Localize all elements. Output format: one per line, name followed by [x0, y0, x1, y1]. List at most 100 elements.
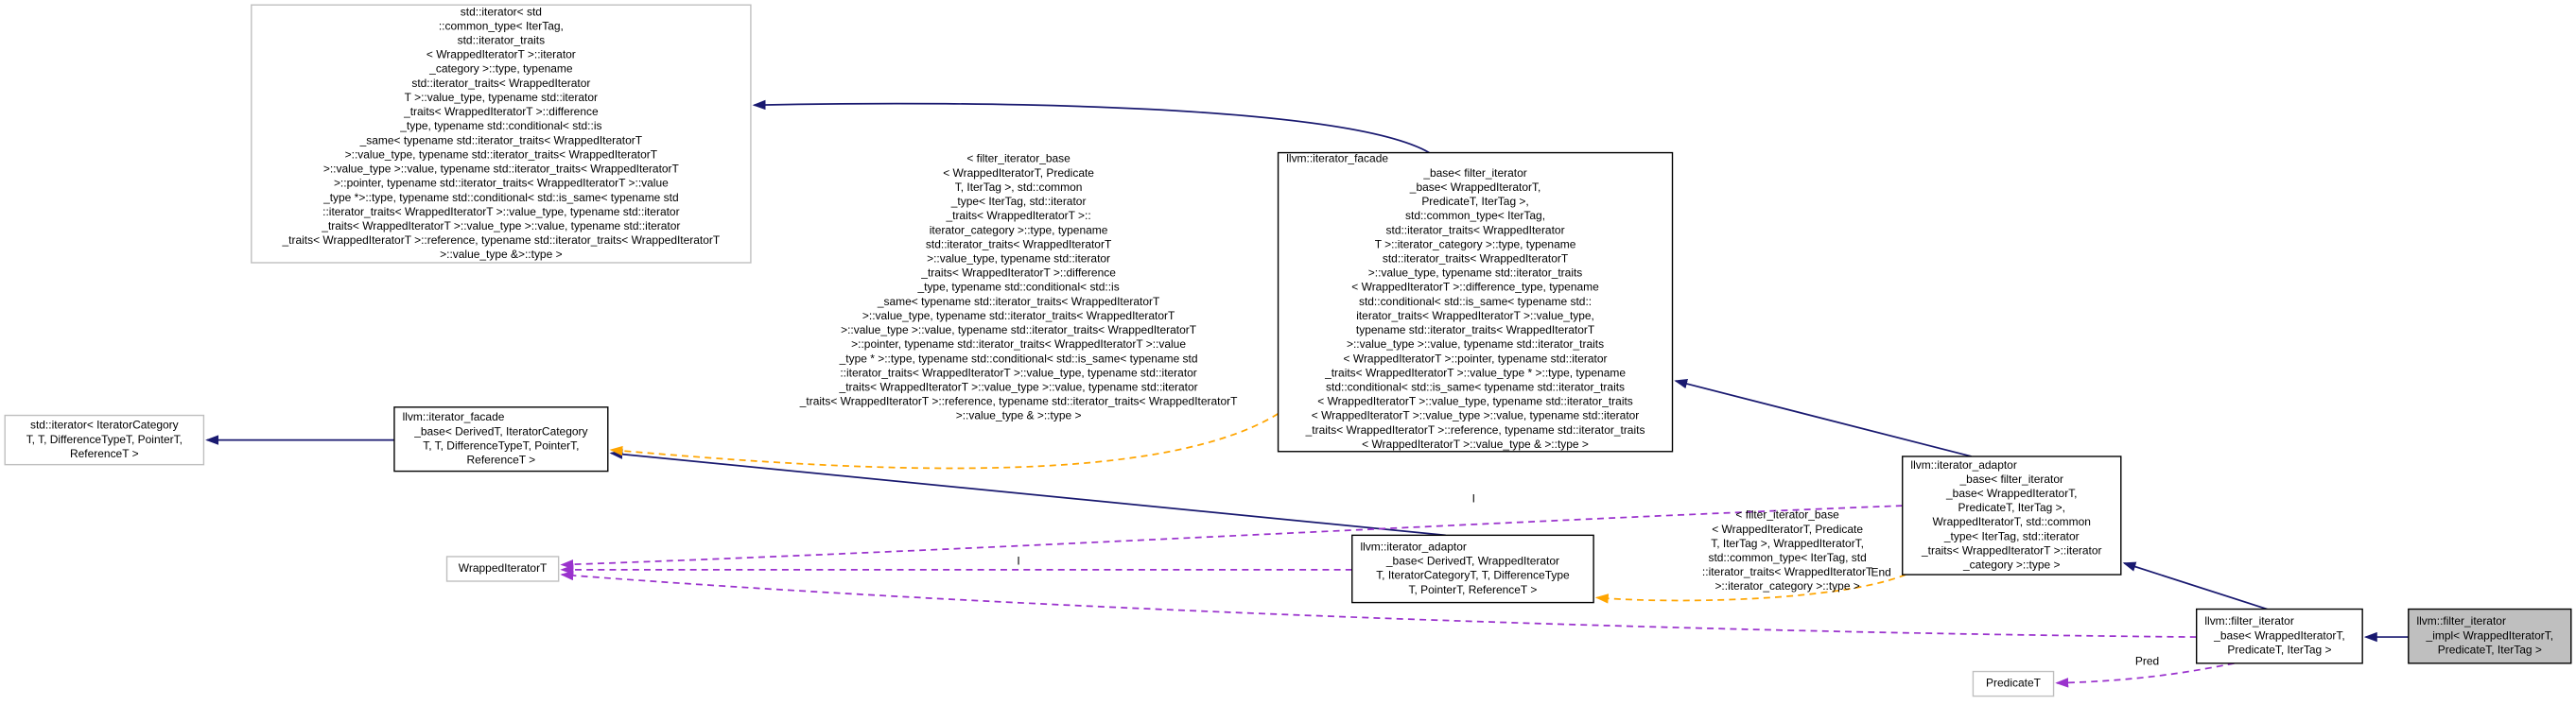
edge-label: >::value_type, typename std::iterator — [927, 251, 1110, 265]
node-label: std::common_type< IterTag, — [1405, 209, 1545, 222]
edge-label: End — [1871, 565, 1890, 578]
edge-label: std::common_type< IterTag, std — [1708, 551, 1866, 564]
node-label: std::iterator< std — [461, 5, 542, 18]
inherit-edge — [2122, 561, 2268, 610]
node-label: >::value_type >::value, typename std::it… — [1347, 337, 1604, 351]
node-label: >::value_type >::value, typename std::it… — [323, 163, 680, 176]
usage-edge — [560, 570, 2197, 638]
node-label: llvm::iterator_adaptor — [1910, 458, 2016, 472]
edge-label: ::iterator_traits< WrappedIteratorT — [1702, 565, 1873, 578]
edge-label: _same< typename std::iterator_traits< Wr… — [877, 295, 1160, 308]
edge-label: I — [1017, 554, 1019, 567]
inherit-edge — [1674, 379, 1972, 457]
edge-label: >::iterator_category >::type > — [1714, 579, 1859, 593]
class-node — [2196, 608, 2363, 664]
edge-label: Pred — [2135, 654, 2159, 667]
node-label: _type< IterTag, std::iterator — [1943, 529, 2080, 542]
usage-edge — [560, 505, 1903, 570]
node-label: std::conditional< std::is_same< typename… — [1326, 381, 1625, 394]
class-node — [251, 4, 752, 264]
node-label: < WrappedIteratorT >::value_type & >::ty… — [1362, 438, 1589, 451]
node-label: _type *>::type, typename std::conditiona… — [322, 191, 679, 204]
node-label: _base< filter_iterator — [1422, 166, 1526, 180]
inherit-edge — [752, 99, 1430, 154]
edge-label: _type * >::type, typename std::condition… — [839, 352, 1198, 365]
node-label: >::value_type, typename std::iterator_tr… — [1368, 267, 1583, 280]
edge-label: std::iterator_traits< WrappedIteratorT — [926, 237, 1112, 250]
template-edge — [609, 413, 1279, 470]
class-node — [1351, 534, 1594, 604]
node-label: _base< filter_iterator — [1959, 473, 2063, 486]
node-label: _category >::type > — [1962, 559, 2060, 572]
node-label: ::common_type< IterTag, — [439, 19, 564, 32]
node-label: _traits< WrappedIteratorT >::value_type … — [1324, 366, 1626, 379]
edge-label: >::value_type, typename std::iterator_tr… — [862, 309, 1175, 322]
template-edge — [1594, 574, 1906, 604]
node-label: ReferenceT > — [467, 454, 536, 467]
node-label: llvm::iterator_facade — [1286, 152, 1388, 165]
node-label: iterator_traits< WrappedIteratorT >::val… — [1356, 309, 1594, 322]
edge-label: I — [1472, 491, 1475, 505]
node-label: >::value_type &>::type > — [440, 248, 562, 261]
node-label: >::value_type, typename std::iterator_tr… — [345, 147, 658, 161]
edge-label: >::pointer, typename std::iterator_trait… — [851, 337, 1186, 351]
node-label: std::iterator_traits — [458, 34, 545, 47]
node-label: _traits< WrappedIteratorT >::difference — [403, 105, 599, 118]
node-label: std::iterator_traits< WrappedIteratorT — [1383, 251, 1569, 265]
edge-label: _type< IterTag, std::iterator — [950, 195, 1087, 208]
node-label: T, PointerT, ReferenceT > — [1409, 583, 1538, 596]
edge-label: T, IterTag >, WrappedIteratorT, — [1711, 537, 1864, 550]
edge-label: _traits< WrappedIteratorT >::value_type … — [839, 381, 1198, 394]
edge-label: < filter_iterator_base — [1735, 508, 1839, 522]
edge-label: < WrappedIteratorT, Predicate — [1712, 523, 1863, 536]
class-node — [1902, 456, 2122, 576]
node-label: PredicateT — [1986, 677, 2042, 690]
node-label: _impl< WrappedIteratorT, — [2426, 628, 2554, 642]
node-label: < WrappedIteratorT >::value_type >::valu… — [1312, 409, 1640, 422]
node-label: < WrappedIteratorT >::pointer, typename … — [1344, 352, 1608, 365]
edge-label: < WrappedIteratorT, Predicate — [943, 166, 1094, 180]
class-node — [2408, 608, 2572, 664]
node-label: std::iterator< IteratorCategory — [30, 419, 179, 432]
node-label: < WrappedIteratorT >::iterator — [426, 48, 576, 61]
node-label: std::iterator_traits< WrappedIterator — [411, 77, 590, 90]
node-label: _category >::type, typename — [428, 62, 573, 76]
node-label: T >::iterator_category >::type, typename — [1375, 237, 1576, 250]
edge-label: >::value_type >::value, typename std::it… — [841, 323, 1197, 336]
node-label: llvm::iterator_facade — [403, 410, 505, 423]
class-node — [1972, 670, 2055, 697]
node-label: llvm::filter_iterator — [2204, 614, 2293, 628]
node-label: std::iterator_traits< WrappedIterator — [1386, 223, 1565, 236]
node-label: llvm::iterator_adaptor — [1360, 540, 1466, 553]
edge-label: T, IterTag >, std::common — [955, 181, 1083, 194]
edge-label: _type, typename std::conditional< std::i… — [916, 281, 1119, 294]
node-label: _base< WrappedIteratorT, — [2213, 628, 2345, 642]
edge-label: _traits< WrappedIteratorT >::reference, … — [799, 395, 1238, 408]
class-node — [4, 414, 205, 466]
node-label: _base< WrappedIteratorT, — [1945, 487, 2078, 500]
node-label: T, T, DifferenceTypeT, PointerT, — [26, 433, 183, 446]
node-label: >::pointer, typename std::iterator_trait… — [334, 177, 669, 190]
node-label: PredicateT, IterTag >, — [1421, 195, 1528, 208]
node-label: _base< DerivedT, IteratorCategory — [413, 424, 587, 438]
node-label: WrappedIteratorT — [459, 561, 548, 575]
node-label: T, IteratorCategoryT, T, DifferenceType — [1376, 569, 1570, 582]
node-label: ::iterator_traits< WrappedIteratorT >::v… — [322, 205, 679, 218]
node-label: PredicateT, IterTag > — [2438, 643, 2542, 656]
edges — [205, 99, 2409, 688]
node-label: ReferenceT > — [70, 447, 139, 460]
usage-edge — [2055, 662, 2235, 688]
class-node — [445, 556, 560, 582]
node-label: _traits< WrappedIteratorT >::reference, … — [282, 233, 721, 247]
node-label: _type, typename std::conditional< std::i… — [399, 119, 601, 132]
node-label: _same< typename std::iterator_traits< Wr… — [359, 133, 643, 146]
edge-label: _traits< WrappedIteratorT >::difference — [920, 267, 1116, 280]
node-label: std::conditional< std::is_same< typename… — [1359, 295, 1592, 308]
edge-label: < filter_iterator_base — [966, 152, 1070, 165]
node-label: < WrappedIteratorT >::difference_type, t… — [1351, 281, 1599, 294]
node-label: WrappedIteratorT, std::common — [1933, 515, 2091, 528]
class-node — [1277, 151, 1674, 453]
inherit-edge — [609, 449, 1446, 537]
